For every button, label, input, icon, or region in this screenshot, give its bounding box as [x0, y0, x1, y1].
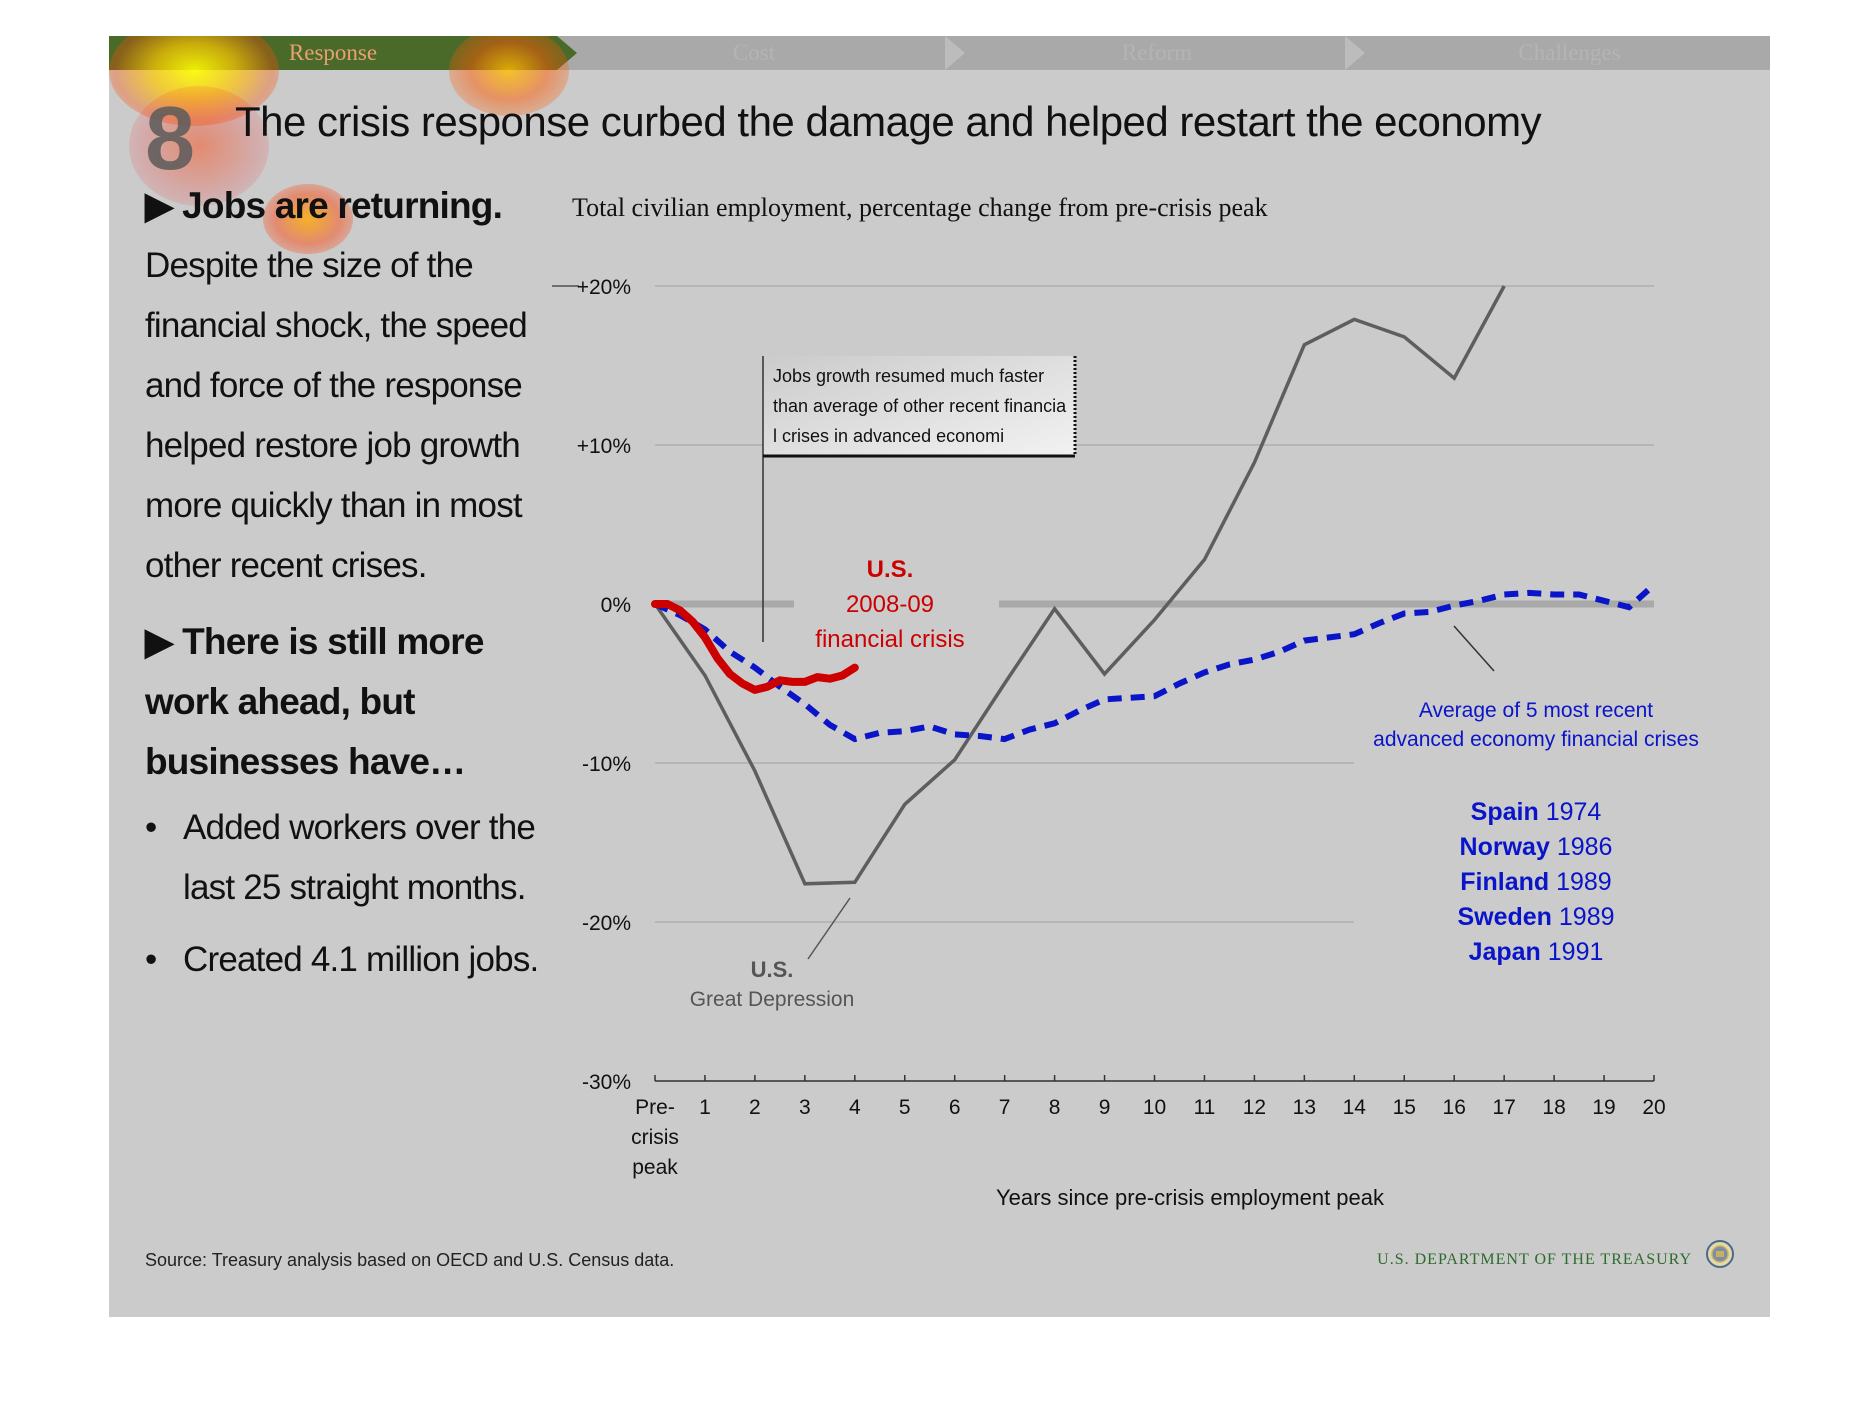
callout-background	[763, 356, 1075, 456]
crisis-year: 1989	[1559, 903, 1615, 931]
y-tick-label: -20%	[582, 912, 631, 935]
heading-work-ahead: ▶ There is still more work ahead, but bu…	[145, 621, 484, 782]
slide: Response Cost Reform Challenges 8 The cr…	[109, 36, 1770, 1317]
depression-label: Great Depression	[690, 988, 855, 1011]
department-name: U.S. DEPARTMENT OF THE TREASURY	[1377, 1251, 1692, 1268]
left-column: ▶ Jobs are returning. Despite the size o…	[145, 176, 545, 1002]
heading-jobs-returning: ▶ Jobs are returning.	[145, 185, 503, 226]
grid	[655, 285, 1654, 923]
body-paragraph: Despite the size of the financial shock,…	[145, 246, 528, 585]
crisis-entry: Japan 1991	[1469, 938, 1604, 966]
x-tick-label: 2	[749, 1096, 761, 1119]
x-tick-label: 20	[1642, 1096, 1665, 1119]
list-item: • Added workers over the last 25 straight…	[145, 798, 545, 918]
x-tick-label: 19	[1592, 1096, 1615, 1119]
slide-title: The crisis response curbed the damage an…	[235, 98, 1542, 145]
slide-number: 8	[145, 89, 196, 189]
series-average	[653, 582, 1656, 743]
x-tick-label: 14	[1343, 1096, 1367, 1119]
y-tick-label: 0%	[601, 594, 631, 617]
average-label: Average of 5 most recent	[1419, 699, 1653, 722]
callout-text: Jobs growth resumed much faster than aver…	[773, 366, 1067, 446]
bullet-icon: •	[145, 940, 157, 979]
x-tick-label: 16	[1443, 1096, 1466, 1119]
y-axis: +20% +10% 0% -10% -20% -30%	[552, 276, 631, 1094]
crisis-year: 1974	[1546, 798, 1602, 826]
series-great-depression	[653, 285, 1506, 886]
crisis-year: 1986	[1557, 833, 1613, 861]
depression-label: U.S.	[751, 957, 794, 982]
list-item: • Created 4.1 million jobs.	[145, 930, 545, 990]
treasury-seal-icon	[1706, 1240, 1734, 1268]
nav-arrow-icon	[1345, 36, 1365, 70]
x-tick-label: 18	[1542, 1096, 1565, 1119]
x-tick-label: 5	[899, 1096, 911, 1119]
x-tick-label: 6	[949, 1096, 961, 1119]
crisis-entry: Norway 1986	[1460, 833, 1613, 861]
x-tick-label: 10	[1143, 1096, 1166, 1119]
crisis-country: Japan	[1469, 938, 1548, 966]
us2008-label: financial crisis	[815, 626, 964, 653]
x-tick-label: 3	[799, 1096, 811, 1119]
x-tick-label: 12	[1243, 1096, 1266, 1119]
crisis-entry: Spain 1974	[1471, 798, 1602, 826]
callout-box: Jobs growth resumed much faster than aver…	[762, 356, 1077, 642]
bullet-list: • Added workers over the last 25 straight…	[145, 798, 545, 990]
depression-leader	[807, 897, 851, 960]
crisis-country: Finland	[1460, 868, 1556, 896]
x-tick-label: 4	[849, 1096, 861, 1119]
crisis-year: 1989	[1556, 868, 1612, 896]
y-tick-label: +20%	[577, 276, 631, 299]
series-lines	[651, 285, 1656, 886]
average-leader	[1453, 625, 1495, 672]
tab-cost[interactable]: Cost	[732, 40, 776, 65]
average-label: advanced economy financial crises	[1373, 728, 1699, 751]
x-tick-label: 15	[1393, 1096, 1416, 1119]
x-axis-label: Years since pre-crisis employment peak	[996, 1185, 1385, 1210]
x-tick-label: 8	[1049, 1096, 1061, 1119]
crisis-entry: Sweden 1989	[1457, 903, 1614, 931]
x-tick-label: 9	[1099, 1096, 1111, 1119]
crisis-year: 1991	[1548, 938, 1604, 966]
callout-line: than average of other recent financia	[773, 396, 1067, 416]
x-tick-label: 13	[1293, 1096, 1316, 1119]
x-tick-label: Pre-	[635, 1096, 675, 1119]
callout-line: Jobs growth resumed much faster	[773, 366, 1044, 386]
series-us-2008	[651, 600, 859, 694]
callout-line: l crises in advanced economi	[773, 426, 1004, 446]
chart-title: Total civilian employment, percentage ch…	[572, 193, 1268, 222]
x-tick-label: peak	[632, 1156, 678, 1179]
x-tick-label: 7	[999, 1096, 1011, 1119]
us2008-label: 2008-09	[846, 591, 934, 618]
x-tick-label: crisis	[631, 1126, 679, 1149]
us2008-label: U.S.	[867, 556, 914, 583]
tab-reform[interactable]: Reform	[1121, 40, 1193, 65]
y-tick-label: -10%	[582, 753, 631, 776]
y-tick-label: +10%	[577, 435, 631, 458]
tab-challenges[interactable]: Challenges	[1518, 40, 1621, 65]
x-tick-label: 1	[699, 1096, 711, 1119]
source-note: Source: Treasury analysis based on OECD …	[145, 1250, 675, 1270]
crisis-entry: Finland 1989	[1460, 868, 1611, 896]
y-tick-label: -30%	[582, 1071, 631, 1094]
x-tick-label: 11	[1194, 1096, 1216, 1119]
bullet-icon: •	[145, 808, 157, 847]
crisis-country: Norway	[1460, 833, 1557, 861]
nav-arrow-icon	[945, 36, 965, 70]
crisis-country: Spain	[1471, 798, 1546, 826]
x-tick-label: 17	[1492, 1096, 1515, 1119]
crisis-country: Sweden	[1457, 903, 1558, 931]
employment-chart: Total civilian employment, percentage ch…	[552, 193, 1699, 1210]
